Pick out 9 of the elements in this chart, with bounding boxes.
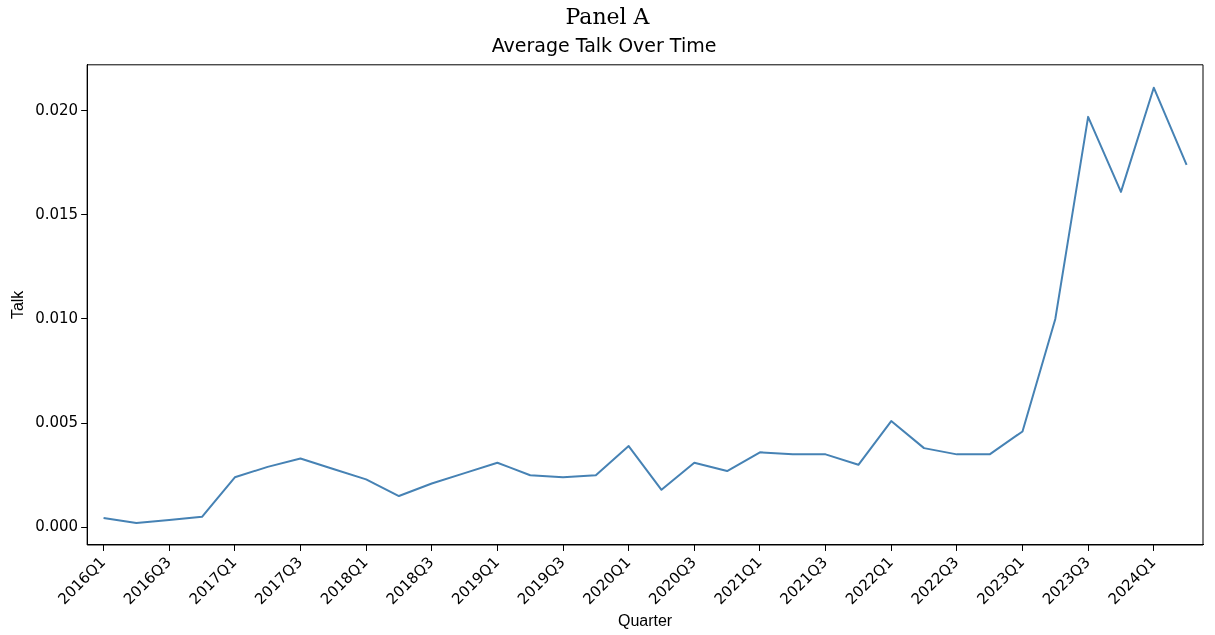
x-axis-title: Quarter [617,611,673,629]
y-tick-label: 0.010 [35,308,79,327]
y-tick-label: 0.015 [35,204,79,223]
y-tick-label: 0.005 [35,413,79,431]
y-tick-label: 0.000 [35,517,79,536]
chart-title: Panel A [564,3,651,31]
y-axis-title: Talk [9,289,27,320]
y-tick-label: 0.020 [35,100,79,119]
chart-subtitle: Average Talk Over Time [491,34,717,57]
